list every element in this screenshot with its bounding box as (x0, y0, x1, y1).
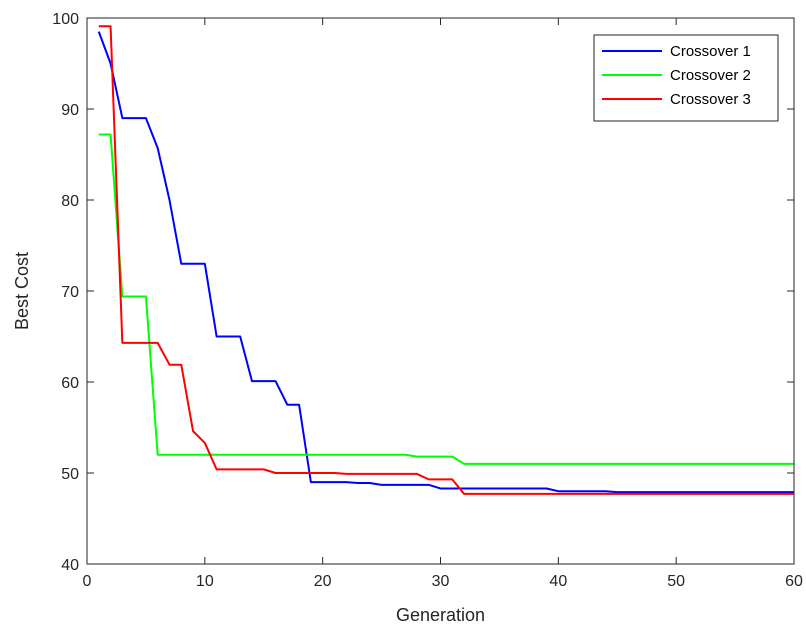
y-tick-label: 50 (61, 466, 79, 483)
y-tick-label: 70 (61, 284, 79, 301)
y-tick-label: 90 (61, 102, 79, 119)
y-tick-label: 80 (61, 193, 79, 210)
y-axis-ticks: 40 50 60 70 80 90 100 (52, 11, 794, 574)
y-tick-label: 40 (61, 557, 79, 574)
legend-entry-2: Crossover 2 (670, 67, 751, 84)
x-tick-label: 10 (196, 573, 214, 590)
y-tick-label: 100 (52, 11, 79, 28)
x-tick-label: 40 (549, 573, 567, 590)
legend-entry-3: Crossover 3 (670, 91, 751, 108)
y-tick-label: 60 (61, 375, 79, 392)
legend: Crossover 1 Crossover 2 Crossover 3 (593, 34, 779, 122)
legend-box (593, 34, 779, 122)
x-tick-label: 60 (785, 573, 803, 590)
x-tick-label: 50 (667, 573, 685, 590)
x-tick-label: 0 (83, 573, 92, 590)
y-axis-label: Best Cost (12, 252, 32, 330)
series-line-1 (97, 31, 794, 494)
series-line-2 (98, 133, 794, 465)
series-layer (97, 25, 794, 495)
series-line-3 (98, 25, 794, 495)
x-axis-label: Generation (396, 605, 485, 625)
x-tick-label: 30 (432, 573, 450, 590)
x-tick-label: 20 (314, 573, 332, 590)
legend-entry-1: Crossover 1 (670, 43, 751, 60)
x-axis-ticks: 0 10 20 30 40 50 60 (83, 18, 803, 590)
